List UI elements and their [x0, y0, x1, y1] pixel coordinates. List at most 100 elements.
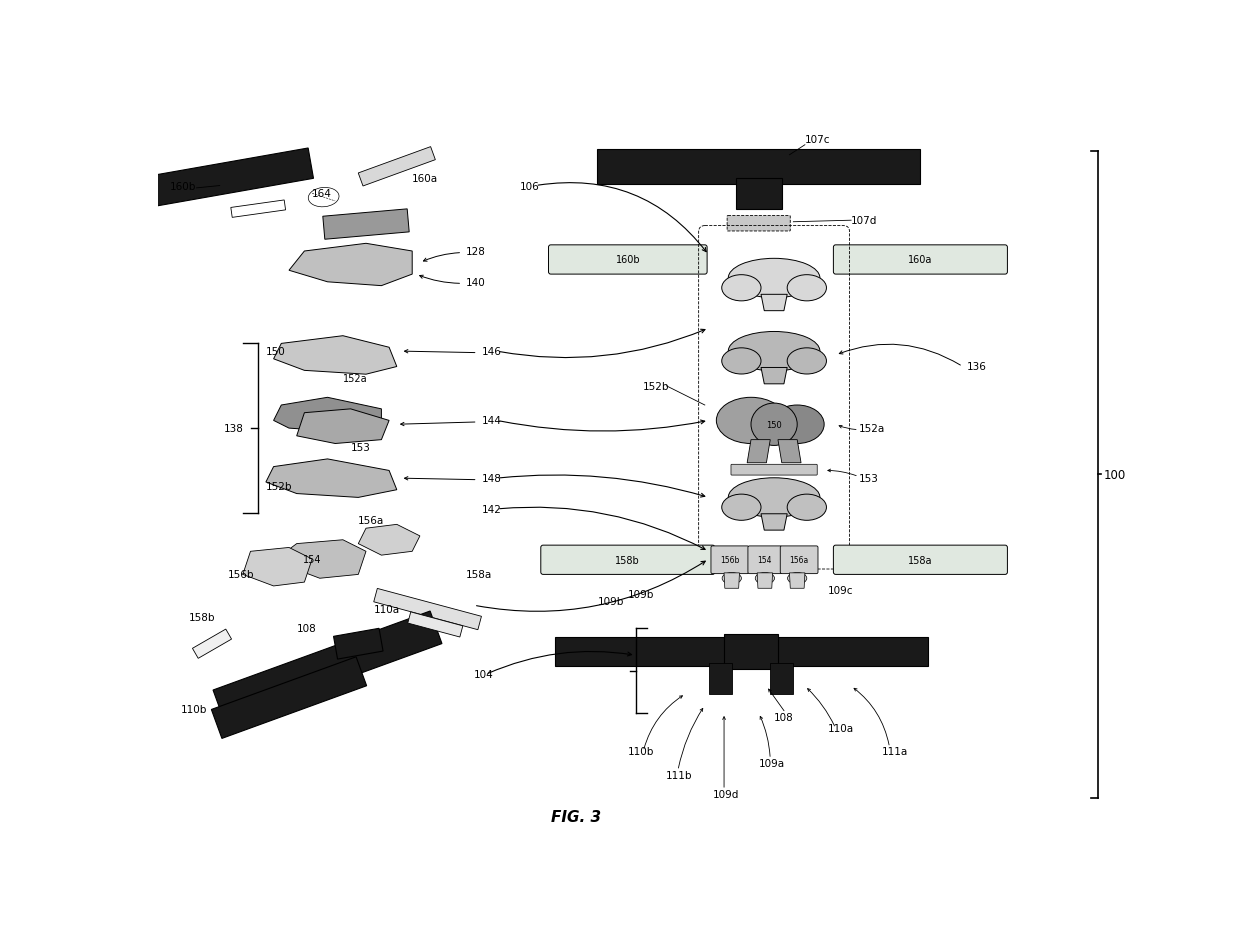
Polygon shape — [231, 201, 285, 218]
Polygon shape — [296, 410, 389, 444]
Text: 107d: 107d — [851, 216, 878, 226]
Polygon shape — [724, 573, 739, 589]
Polygon shape — [761, 368, 787, 384]
Polygon shape — [708, 664, 732, 694]
FancyBboxPatch shape — [548, 245, 707, 275]
Text: 158a: 158a — [908, 555, 932, 565]
Text: 108: 108 — [296, 624, 316, 633]
Text: 148: 148 — [481, 474, 501, 483]
Polygon shape — [758, 573, 773, 589]
Text: 109a: 109a — [759, 758, 785, 768]
Polygon shape — [281, 540, 366, 579]
Text: 156a: 156a — [790, 556, 808, 565]
Text: 110b: 110b — [181, 704, 207, 715]
Text: 156b: 156b — [227, 570, 254, 580]
Polygon shape — [192, 630, 232, 659]
Ellipse shape — [722, 276, 761, 301]
Text: 144: 144 — [481, 416, 501, 426]
Text: 158a: 158a — [466, 570, 492, 580]
FancyBboxPatch shape — [732, 464, 817, 476]
Text: 150: 150 — [766, 420, 782, 430]
Text: 111b: 111b — [666, 769, 693, 780]
Ellipse shape — [787, 348, 826, 375]
Polygon shape — [748, 440, 770, 464]
Text: 142: 142 — [481, 504, 501, 514]
Polygon shape — [373, 589, 481, 630]
Polygon shape — [596, 150, 920, 184]
FancyBboxPatch shape — [541, 546, 714, 575]
Polygon shape — [322, 210, 409, 240]
Polygon shape — [777, 440, 801, 464]
Ellipse shape — [722, 495, 761, 521]
Text: 160b: 160b — [615, 255, 640, 265]
FancyBboxPatch shape — [711, 547, 749, 574]
FancyBboxPatch shape — [748, 547, 781, 574]
FancyBboxPatch shape — [727, 216, 790, 231]
Text: 153: 153 — [859, 474, 879, 483]
Text: 107c: 107c — [805, 135, 831, 145]
Polygon shape — [243, 548, 312, 586]
Polygon shape — [274, 397, 382, 432]
Text: 160b: 160b — [170, 181, 196, 192]
Text: 154: 154 — [758, 556, 773, 565]
Ellipse shape — [787, 573, 807, 584]
Text: 104: 104 — [474, 670, 494, 680]
Ellipse shape — [728, 479, 820, 517]
Polygon shape — [211, 657, 367, 738]
Text: 152a: 152a — [859, 424, 885, 433]
Ellipse shape — [728, 332, 820, 371]
Ellipse shape — [728, 259, 820, 298]
Polygon shape — [554, 637, 732, 666]
Polygon shape — [774, 637, 928, 666]
Text: 110a: 110a — [828, 724, 854, 733]
Polygon shape — [761, 295, 787, 312]
Polygon shape — [724, 634, 777, 669]
Ellipse shape — [722, 573, 742, 584]
FancyBboxPatch shape — [780, 547, 818, 574]
Polygon shape — [790, 573, 805, 589]
Text: 140: 140 — [466, 278, 486, 288]
Polygon shape — [265, 460, 397, 497]
Text: 152b: 152b — [265, 481, 293, 491]
Polygon shape — [358, 525, 420, 556]
Polygon shape — [408, 613, 463, 637]
Text: 152a: 152a — [343, 374, 367, 383]
Ellipse shape — [770, 406, 825, 444]
Text: 109c: 109c — [828, 585, 853, 595]
Text: 156b: 156b — [720, 556, 739, 565]
Text: 138: 138 — [223, 424, 243, 433]
Text: 158b: 158b — [188, 612, 216, 622]
Text: 109d: 109d — [713, 789, 739, 799]
Ellipse shape — [722, 348, 761, 375]
Ellipse shape — [755, 573, 775, 584]
Ellipse shape — [717, 397, 786, 444]
Text: 136: 136 — [967, 362, 987, 372]
Polygon shape — [770, 664, 794, 694]
Text: 158b: 158b — [615, 555, 640, 565]
Text: 128: 128 — [466, 246, 486, 257]
FancyBboxPatch shape — [833, 245, 1007, 275]
Ellipse shape — [751, 404, 797, 446]
Polygon shape — [274, 336, 397, 375]
Text: 152b: 152b — [644, 381, 670, 392]
FancyBboxPatch shape — [833, 546, 1007, 575]
Text: 106: 106 — [520, 181, 539, 192]
Polygon shape — [141, 149, 314, 209]
Text: 108: 108 — [774, 712, 794, 722]
Polygon shape — [358, 147, 435, 187]
Text: 109b: 109b — [627, 589, 655, 599]
Text: 110a: 110a — [373, 604, 399, 615]
Polygon shape — [334, 629, 383, 660]
Text: 154: 154 — [303, 554, 321, 565]
Text: 146: 146 — [481, 346, 501, 357]
Polygon shape — [761, 514, 787, 531]
Text: 100: 100 — [1104, 468, 1126, 481]
Text: 153: 153 — [351, 443, 371, 453]
Polygon shape — [213, 612, 441, 723]
Ellipse shape — [787, 495, 826, 521]
Text: 164: 164 — [312, 189, 332, 199]
Polygon shape — [735, 178, 781, 210]
Polygon shape — [289, 244, 412, 286]
Text: 160a: 160a — [412, 174, 438, 184]
Ellipse shape — [787, 276, 826, 301]
